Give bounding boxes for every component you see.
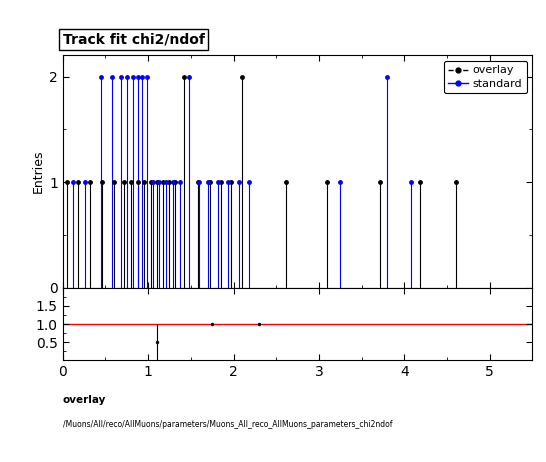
Text: /Muons/All/reco/AllMuons/parameters/Muons_All_reco_AllMuons_parameters_chi2ndof: /Muons/All/reco/AllMuons/parameters/Muon… [63, 420, 392, 429]
Legend: overlay, standard: overlay, standard [444, 61, 527, 93]
Text: overlay: overlay [63, 395, 106, 405]
Y-axis label: Entries: Entries [32, 150, 45, 194]
Text: Track fit chi2/ndof: Track fit chi2/ndof [63, 32, 205, 46]
